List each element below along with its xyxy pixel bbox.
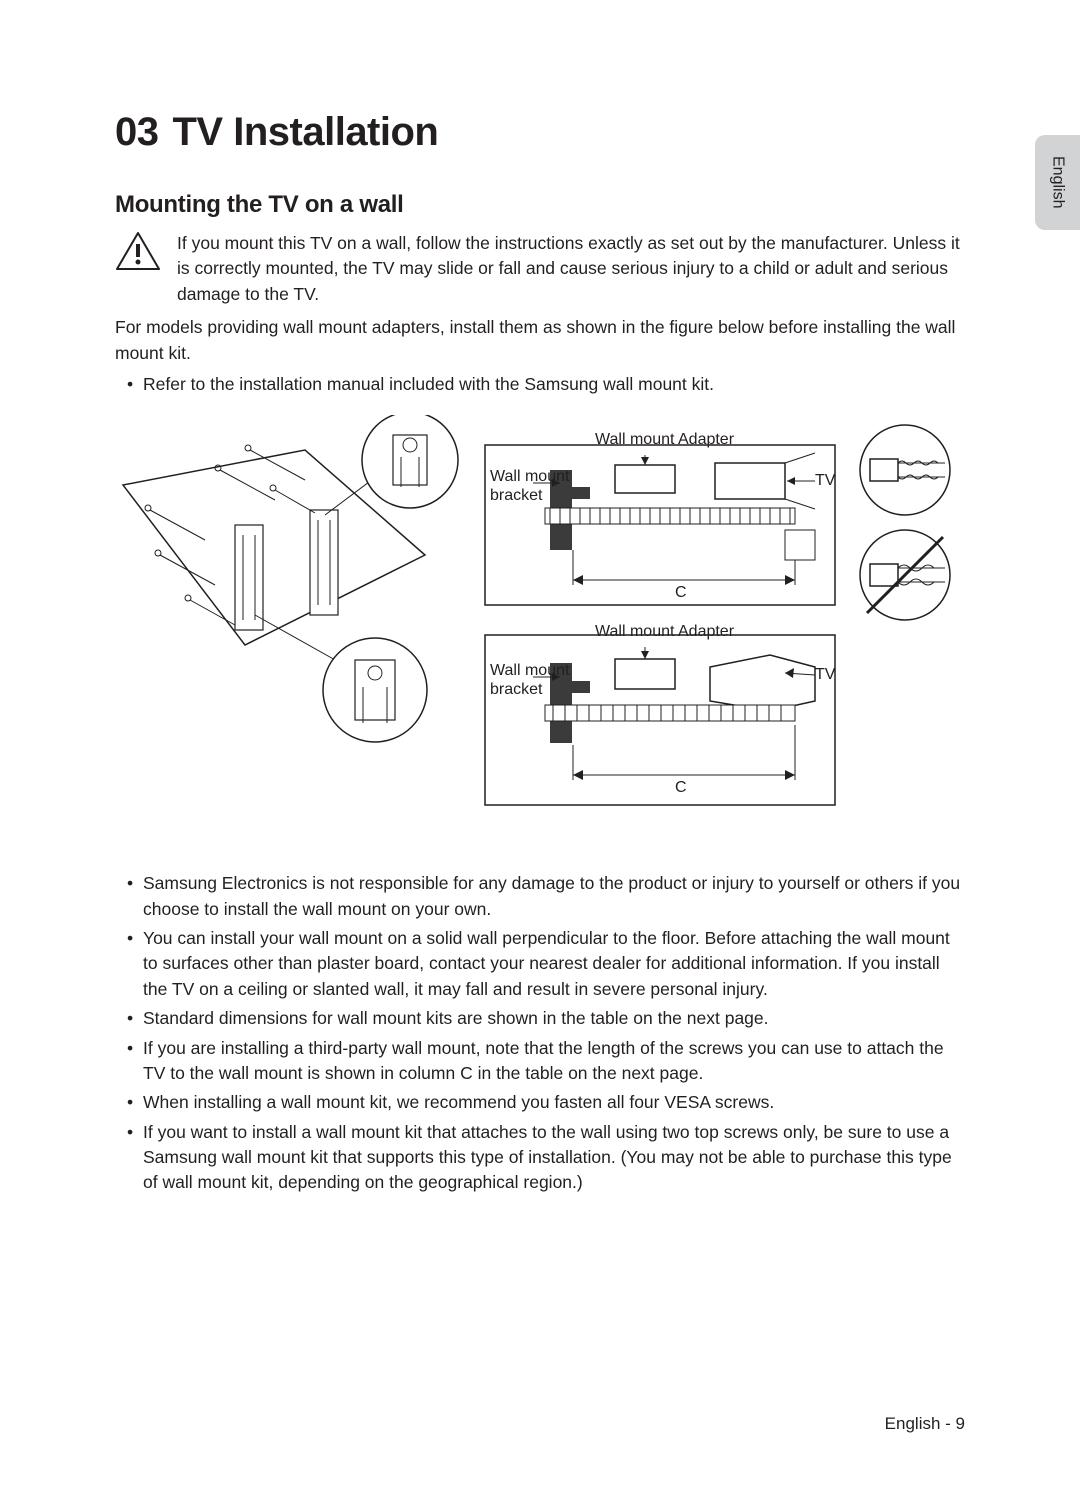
- list-item: Refer to the installation manual include…: [115, 372, 965, 397]
- diagram-label-bracket-2: Wall mount bracket: [490, 661, 570, 699]
- page-container: English 03 TV Installation Mounting the T…: [0, 0, 1080, 1494]
- notes-list: Samsung Electronics is not responsible f…: [115, 871, 965, 1196]
- list-item: When installing a wall mount kit, we rec…: [115, 1090, 965, 1115]
- diagram-label-tv-2: TV: [815, 665, 835, 684]
- intro-bullet-list: Refer to the installation manual include…: [115, 372, 965, 397]
- list-item: If you are installing a third-party wall…: [115, 1036, 965, 1087]
- warning-block: If you mount this TV on a wall, follow t…: [115, 231, 965, 307]
- chapter-heading: 03 TV Installation: [115, 110, 965, 155]
- diagram-label-adapter: Wall mount Adapter: [595, 430, 734, 449]
- diagram-label-adapter-2: Wall mount Adapter: [595, 622, 734, 641]
- chapter-title: TV Installation: [173, 110, 439, 154]
- list-item: You can install your wall mount on a sol…: [115, 926, 965, 1002]
- language-tab: English: [1035, 135, 1080, 230]
- diagram-label-bracket: Wall mount bracket: [490, 467, 570, 505]
- list-item: If you want to install a wall mount kit …: [115, 1120, 965, 1196]
- diagram-label-c: C: [675, 583, 687, 602]
- chapter-number: 03: [115, 110, 159, 154]
- section-title: Mounting the TV on a wall: [115, 191, 965, 219]
- warning-icon: [115, 231, 161, 271]
- language-tab-label: English: [1049, 156, 1067, 208]
- list-item: Samsung Electronics is not responsible f…: [115, 871, 965, 922]
- mounting-diagram: Wall mount Adapter Wall mount bracket TV…: [115, 415, 965, 845]
- diagram-label-tv: TV: [815, 471, 835, 490]
- page-footer: English - 9: [885, 1414, 965, 1434]
- diagram-label-c-2: C: [675, 778, 687, 797]
- list-item: Standard dimensions for wall mount kits …: [115, 1006, 965, 1031]
- intro-paragraph: For models providing wall mount adapters…: [115, 315, 965, 366]
- warning-text: If you mount this TV on a wall, follow t…: [177, 231, 965, 307]
